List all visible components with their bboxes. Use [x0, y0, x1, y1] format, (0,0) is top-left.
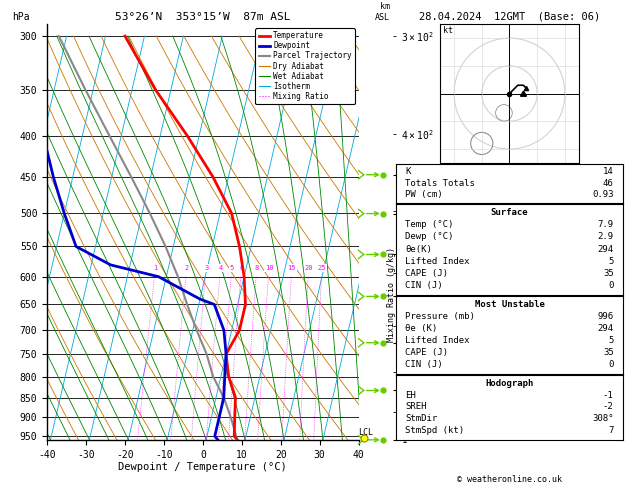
Text: 28.04.2024  12GMT  (Base: 06): 28.04.2024 12GMT (Base: 06)	[419, 12, 600, 22]
Text: PW (cm): PW (cm)	[405, 190, 443, 199]
Text: 5: 5	[608, 336, 614, 345]
Text: 53°26’N  353°15’W  87m ASL: 53°26’N 353°15’W 87m ASL	[115, 12, 291, 22]
Text: 25: 25	[318, 265, 326, 271]
Text: Most Unstable: Most Unstable	[474, 300, 545, 309]
Text: 4: 4	[218, 265, 223, 271]
Text: 294: 294	[598, 324, 614, 333]
Text: -2: -2	[603, 402, 614, 412]
Text: 7: 7	[608, 426, 614, 435]
Text: 14: 14	[603, 168, 614, 176]
Text: 15: 15	[287, 265, 296, 271]
Text: 3: 3	[204, 265, 208, 271]
Text: Dewp (°C): Dewp (°C)	[405, 232, 454, 242]
Text: Lifted Index: Lifted Index	[405, 257, 470, 265]
Text: Mixing Ratio (g/kg): Mixing Ratio (g/kg)	[387, 247, 396, 342]
Text: -1: -1	[603, 391, 614, 399]
Text: 46: 46	[603, 178, 614, 188]
Text: LCL: LCL	[359, 428, 374, 437]
Text: StmDir: StmDir	[405, 414, 438, 423]
Text: 0: 0	[608, 360, 614, 369]
Text: 0.93: 0.93	[592, 190, 614, 199]
Text: 20: 20	[304, 265, 313, 271]
Text: 2.9: 2.9	[598, 232, 614, 242]
Text: Hodograph: Hodograph	[486, 379, 533, 388]
Text: km
ASL: km ASL	[375, 2, 390, 22]
Text: © weatheronline.co.uk: © weatheronline.co.uk	[457, 474, 562, 484]
Text: SREH: SREH	[405, 402, 427, 412]
Text: θe (K): θe (K)	[405, 324, 438, 333]
Text: hPa: hPa	[13, 12, 30, 22]
Text: 8: 8	[255, 265, 259, 271]
Text: 35: 35	[603, 348, 614, 357]
Text: Surface: Surface	[491, 208, 528, 217]
Text: StmSpd (kt): StmSpd (kt)	[405, 426, 464, 435]
Text: kt: kt	[443, 26, 453, 35]
Text: 7.9: 7.9	[598, 220, 614, 229]
Text: 0: 0	[608, 281, 614, 290]
X-axis label: Dewpoint / Temperature (°C): Dewpoint / Temperature (°C)	[118, 462, 287, 472]
Text: 1: 1	[153, 265, 157, 271]
Text: CAPE (J): CAPE (J)	[405, 348, 448, 357]
Text: 294: 294	[598, 244, 614, 254]
Text: K: K	[405, 168, 411, 176]
Text: Temp (°C): Temp (°C)	[405, 220, 454, 229]
Text: 5: 5	[230, 265, 234, 271]
Text: 996: 996	[598, 312, 614, 321]
Text: Pressure (mb): Pressure (mb)	[405, 312, 475, 321]
Text: 10: 10	[265, 265, 273, 271]
Text: 35: 35	[603, 269, 614, 278]
Text: θe(K): θe(K)	[405, 244, 432, 254]
Text: Lifted Index: Lifted Index	[405, 336, 470, 345]
Text: CIN (J): CIN (J)	[405, 281, 443, 290]
Text: Totals Totals: Totals Totals	[405, 178, 475, 188]
Legend: Temperature, Dewpoint, Parcel Trajectory, Dry Adiabat, Wet Adiabat, Isotherm, Mi: Temperature, Dewpoint, Parcel Trajectory…	[255, 28, 355, 104]
Text: 5: 5	[608, 257, 614, 265]
Text: 6: 6	[239, 265, 243, 271]
Text: CAPE (J): CAPE (J)	[405, 269, 448, 278]
Text: EH: EH	[405, 391, 416, 399]
Text: CIN (J): CIN (J)	[405, 360, 443, 369]
Text: 2: 2	[185, 265, 189, 271]
Text: 308°: 308°	[592, 414, 614, 423]
